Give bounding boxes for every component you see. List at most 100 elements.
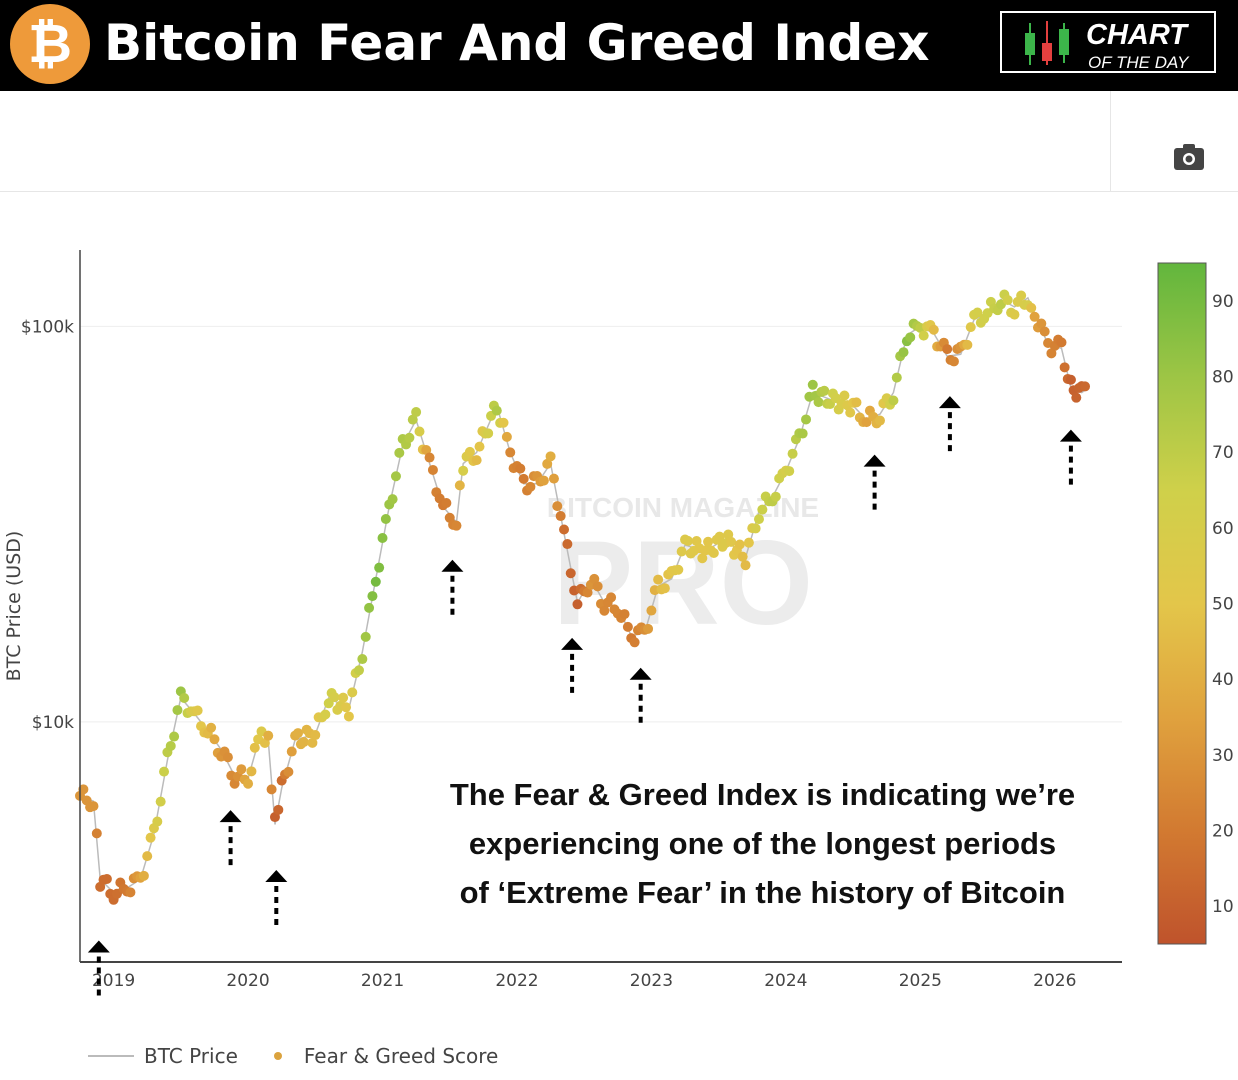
- colorbar-tick-label: 60: [1212, 519, 1234, 539]
- fear-greed-point: [1039, 326, 1050, 337]
- fear-greed-point: [491, 405, 502, 416]
- fear-greed-point: [1071, 392, 1082, 403]
- fear-greed-point: [498, 417, 509, 428]
- y-axis-label: BTC Price (USD): [3, 531, 25, 682]
- fear-greed-point: [360, 631, 371, 642]
- fear-greed-point: [619, 609, 630, 620]
- x-tick-label: 2019: [92, 971, 135, 991]
- fear-greed-point: [246, 766, 257, 777]
- fear-greed-point: [770, 491, 781, 502]
- chart-of-the-day-badge: CHART OF THE DAY: [1000, 11, 1216, 73]
- fear-greed-point: [347, 687, 358, 698]
- arrow-up-icon: [87, 940, 110, 953]
- fear-greed-point: [515, 463, 526, 474]
- annotation-text: The Fear & Greed Index is indicating we’…: [380, 770, 1145, 917]
- fear-greed-point: [646, 605, 657, 616]
- colorbar-tick-label: 40: [1212, 670, 1234, 690]
- fear-greed-point: [380, 514, 391, 525]
- fear-greed-point: [1065, 374, 1076, 385]
- fear-greed-point: [801, 414, 812, 425]
- fear-greed-point: [454, 480, 465, 491]
- fear-greed-point: [1059, 362, 1070, 373]
- fear-greed-point: [155, 796, 166, 807]
- fear-greed-point: [807, 379, 818, 390]
- fear-greed-point: [152, 816, 163, 827]
- divider: [1110, 91, 1111, 191]
- fear-greed-point: [411, 407, 422, 418]
- fear-greed-point: [697, 553, 708, 564]
- fear-greed-point: [918, 330, 929, 341]
- badge-line2: OF THE DAY: [1088, 53, 1189, 72]
- fear-greed-point: [293, 728, 304, 739]
- fear-greed-point: [414, 426, 425, 437]
- legend-fear-greed[interactable]: Fear & Greed Score: [303, 1044, 499, 1068]
- fear-greed-point: [451, 520, 462, 531]
- fear-greed-point: [298, 737, 309, 748]
- fear-greed-point: [353, 665, 364, 676]
- colorbar-tick-label: 20: [1212, 822, 1234, 842]
- fear-greed-point: [374, 562, 385, 573]
- fear-greed-point: [839, 390, 850, 401]
- fear-greed-point: [548, 473, 559, 484]
- fear-greed-point: [209, 734, 220, 745]
- fear-greed-point: [145, 832, 156, 843]
- fear-greed-point: [599, 605, 610, 616]
- fear-greed-point: [179, 693, 190, 704]
- fear-greed-point: [1036, 318, 1047, 329]
- fear-greed-point: [501, 431, 512, 442]
- arrow-up-icon: [938, 396, 961, 409]
- arrow-up-icon: [629, 667, 652, 680]
- fear-greed-point: [88, 801, 99, 812]
- fear-greed-point: [91, 828, 102, 839]
- fear-greed-point: [343, 711, 354, 722]
- colorbar-tick-label: 90: [1212, 292, 1234, 312]
- fear-greed-point: [142, 851, 153, 862]
- fear-greed-point: [283, 766, 294, 777]
- fear-greed-point: [653, 574, 664, 585]
- fear-greed-point: [787, 448, 798, 459]
- fear-greed-point: [338, 692, 349, 703]
- legend-line-icon[interactable]: [88, 1055, 134, 1057]
- fear-greed-point: [222, 752, 233, 763]
- fear-greed-point: [714, 531, 725, 542]
- fear-greed-point: [545, 451, 556, 462]
- fear-greed-point: [1029, 311, 1040, 322]
- x-tick-label: 2025: [899, 971, 942, 991]
- x-tick-label: 2020: [226, 971, 269, 991]
- y-tick-label: $100k: [21, 317, 74, 337]
- fear-greed-point: [898, 347, 909, 358]
- fear-greed-point: [891, 372, 902, 383]
- fear-greed-point: [249, 742, 260, 753]
- fear-greed-point: [165, 740, 176, 751]
- fear-greed-point: [740, 560, 751, 571]
- fear-greed-point: [525, 481, 536, 492]
- fear-greed-point: [734, 539, 745, 550]
- fear-greed-point: [942, 344, 953, 355]
- fear-greed-point: [172, 705, 183, 716]
- legend-dot-icon[interactable]: [273, 1052, 282, 1060]
- fear-greed-point: [78, 784, 89, 795]
- fear-greed-point: [962, 339, 973, 350]
- fear-greed-point: [1046, 348, 1057, 359]
- fear-greed-point: [845, 407, 856, 418]
- camera-icon[interactable]: [1173, 143, 1205, 171]
- arrow-up-icon: [265, 870, 288, 883]
- legend-btc-price[interactable]: BTC Price: [144, 1044, 238, 1068]
- fear-greed-point: [357, 654, 368, 665]
- fear-greed-point: [125, 887, 136, 898]
- fear-greed-point: [948, 356, 959, 367]
- fear-greed-point: [169, 731, 180, 742]
- arrow-up-icon: [441, 559, 464, 572]
- arrow-up-icon: [561, 637, 584, 650]
- fear-greed-point: [622, 621, 633, 632]
- fear-greed-point: [572, 599, 583, 610]
- fear-greed-point: [606, 592, 617, 603]
- fear-greed-point: [538, 475, 549, 486]
- fear-greed-point: [394, 447, 405, 458]
- legend: BTC Price Fear & Greed Score: [88, 1044, 498, 1068]
- fear-greed-point: [753, 514, 764, 525]
- fear-greed-point: [474, 441, 485, 452]
- fear-greed-point: [377, 533, 388, 544]
- fear-greed-point: [673, 564, 684, 575]
